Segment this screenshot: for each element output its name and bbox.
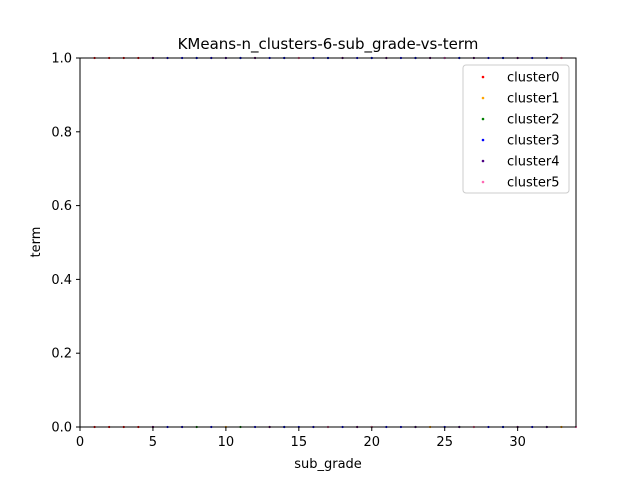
x-tick-label-5: 25: [436, 435, 453, 450]
legend-marker-cluster1: [481, 96, 485, 100]
legend-label-cluster0: cluster0: [507, 71, 559, 86]
legend-label-cluster2: cluster2: [507, 113, 559, 128]
legend-marker-cluster5: [481, 180, 485, 184]
x-axis-label: sub_grade: [294, 457, 362, 472]
x-tick-label-1: 5: [149, 435, 157, 450]
legend-label-cluster1: cluster1: [507, 92, 559, 107]
y-tick-label-2: 0.4: [51, 273, 72, 288]
y-tick-label-4: 0.8: [51, 125, 72, 140]
legend: cluster0 cluster1 cluster2 cluster3 cluster4…: [462, 64, 570, 194]
legend-box: [462, 64, 570, 194]
y-tick-label-5: 1.0: [51, 52, 72, 67]
x-tick-label-3: 15: [291, 435, 308, 450]
x-axis-ticks: 0 5 10 15 20 25 30: [76, 427, 526, 450]
y-tick-label-0: 0.0: [51, 421, 72, 436]
legend-label-cluster4: cluster4: [507, 155, 559, 170]
legend-marker-cluster2: [481, 117, 485, 121]
legend-marker-cluster3: [481, 138, 485, 142]
x-tick-label-0: 0: [76, 435, 84, 450]
legend-marker-cluster0: [481, 75, 485, 79]
x-tick-label-2: 10: [218, 435, 235, 450]
legend-marker-cluster4: [481, 159, 485, 163]
y-axis-label: term: [29, 227, 44, 258]
chart-title: KMeans-n_clusters-6-sub_grade-vs-term: [178, 35, 479, 54]
x-tick-label-4: 20: [363, 435, 380, 450]
y-tick-label-3: 0.6: [51, 199, 72, 214]
legend-label-cluster5: cluster5: [507, 176, 559, 191]
x-tick-label-6: 30: [509, 435, 526, 450]
y-axis-ticks: 0.0 0.2 0.4 0.6 0.8 1.0: [51, 52, 80, 436]
plot-frame: [79, 57, 577, 428]
legend-label-cluster3: cluster3: [507, 134, 559, 149]
y-tick-label-1: 0.2: [51, 347, 72, 362]
